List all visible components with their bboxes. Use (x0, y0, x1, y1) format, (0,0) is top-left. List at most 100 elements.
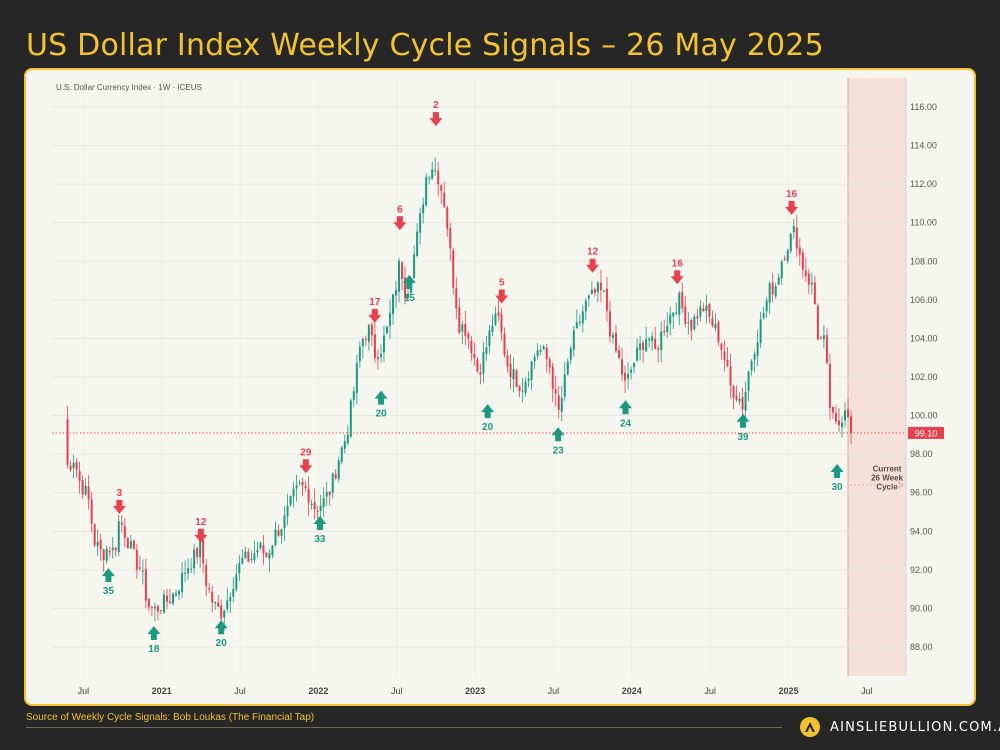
candle (590, 281, 593, 295)
candle (247, 548, 250, 562)
candle (226, 587, 229, 613)
cycle-low-marker: 39 (736, 413, 750, 443)
candle (464, 310, 467, 345)
candle (404, 266, 407, 305)
x-tick-label: Jul (78, 686, 90, 696)
candle (605, 276, 608, 322)
candle (834, 405, 837, 425)
candle (425, 173, 428, 207)
candle (99, 533, 102, 561)
candle (184, 560, 187, 582)
candle (542, 344, 545, 350)
candle (633, 362, 636, 374)
candle (735, 385, 738, 402)
cycle-low-label: 30 (831, 482, 843, 493)
cycle-low-label: 35 (103, 586, 115, 597)
cycle-low-label: 39 (737, 432, 749, 443)
candle (548, 356, 551, 374)
cycle-high-label: 2 (433, 100, 439, 111)
y-tick-label: 112.00 (910, 179, 937, 189)
candle (114, 546, 117, 557)
candle (611, 331, 614, 344)
candle (256, 541, 259, 558)
candle (557, 386, 560, 419)
candle (376, 349, 379, 370)
candle (304, 480, 307, 492)
cycle-low-label: 20 (216, 638, 228, 649)
candle (81, 475, 84, 500)
y-tick-label: 92.00 (910, 565, 933, 575)
candle (214, 601, 217, 611)
candle (96, 529, 99, 557)
candle (804, 257, 807, 283)
cycle-high-label: 6 (397, 204, 403, 215)
candle (798, 237, 801, 266)
candle (801, 249, 804, 279)
candle (196, 546, 199, 564)
candle (292, 481, 295, 507)
candle (780, 259, 783, 286)
candle (654, 326, 657, 350)
candle (575, 309, 578, 329)
cycle-high-label: 12 (587, 247, 599, 258)
candle (810, 273, 813, 295)
cycle-low-arrow-icon (101, 568, 115, 583)
candle (587, 294, 590, 308)
cycle-high-arrow-icon (368, 308, 382, 323)
candle (437, 161, 440, 196)
candle (337, 457, 340, 483)
candle (753, 350, 756, 372)
candle (572, 325, 575, 357)
candle (503, 327, 506, 358)
candle (211, 585, 214, 613)
candle (358, 341, 361, 368)
cycle-low-label: 15 (404, 293, 416, 304)
candle (325, 481, 328, 506)
candle (768, 280, 771, 314)
x-tick-label: Jul (861, 686, 873, 696)
candle (485, 335, 488, 361)
candle (141, 559, 144, 585)
candle (250, 550, 253, 563)
candle (602, 289, 605, 293)
candle (476, 356, 479, 374)
candle (307, 476, 310, 516)
candle (301, 477, 304, 497)
candle (684, 296, 687, 328)
candle (280, 528, 283, 544)
candle (370, 321, 373, 347)
brand-logo[interactable]: AINSLIEBULLION.COM.AU (800, 717, 1000, 737)
candle (69, 461, 72, 473)
candle (533, 353, 536, 369)
candle (482, 342, 485, 383)
cycle-high-marker: 17 (368, 297, 382, 323)
cycle-high-marker: 3 (112, 488, 126, 514)
x-tick-label: 2023 (465, 686, 485, 696)
cycle-high-arrow-icon (112, 499, 126, 514)
candle (729, 353, 732, 399)
candle (822, 324, 825, 349)
cycle-low-arrow-icon (214, 620, 228, 635)
candle (144, 558, 147, 609)
candle (599, 269, 602, 303)
candle (473, 342, 476, 366)
candle (657, 345, 660, 363)
candle (569, 345, 572, 365)
candle (343, 434, 346, 454)
x-tick-label: Jul (391, 686, 403, 696)
cycle-low-arrow-icon (374, 390, 388, 405)
candle (105, 545, 108, 564)
candle (765, 297, 768, 318)
candle (621, 347, 624, 381)
candle (762, 306, 765, 320)
candle (747, 370, 750, 402)
x-tick-label: 2022 (308, 686, 328, 696)
candle (795, 214, 798, 257)
candle (241, 549, 244, 565)
candle (388, 299, 391, 340)
cycle-high-arrow-icon (393, 216, 407, 231)
cycle-arrow-head-icon (897, 481, 904, 489)
candle (521, 378, 524, 403)
candle (458, 297, 461, 335)
